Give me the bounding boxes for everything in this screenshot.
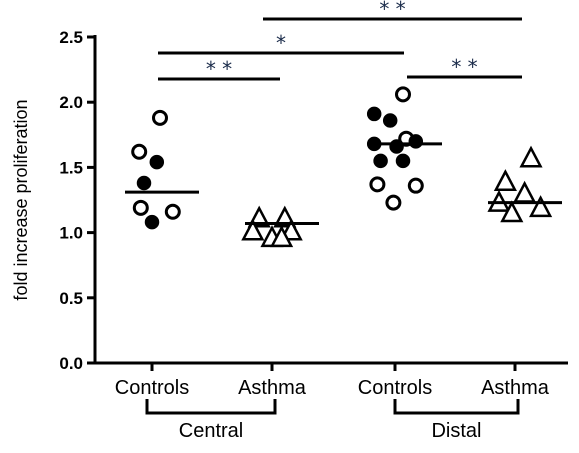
data-point-filled-circle <box>389 139 404 154</box>
data-point-open-triangle <box>493 169 517 191</box>
y-tick-label: 0.0 <box>59 354 83 373</box>
y-tick-label: 2.0 <box>59 93 83 112</box>
x-tick-label: Controls <box>115 377 189 399</box>
y-tick-label: 2.5 <box>59 28 83 47</box>
axes: 0.0 0.5 1.0 1.5 2.0 2.5 Controls Asthma Controls… <box>59 28 568 442</box>
y-tick-label: 0.5 <box>59 289 83 308</box>
data-point-open-circle <box>395 86 411 103</box>
data-point-filled-circle <box>373 153 388 169</box>
data-point-open-circle <box>131 143 148 160</box>
y-tick-label: 1.5 <box>59 158 83 177</box>
data-point-open-triangle <box>513 180 537 203</box>
data-point-filled-circle <box>149 154 165 170</box>
data-point-filled-circle <box>395 153 411 169</box>
significance-annotations: * * * * * * * <box>158 0 522 81</box>
x-tick-label: Asthma <box>238 377 307 399</box>
data-point-open-circle <box>152 109 168 126</box>
data-point-open-circle <box>369 176 386 193</box>
data-point-filled-circle <box>366 106 382 122</box>
group-bracket <box>393 399 520 415</box>
group-label: Distal <box>431 420 481 442</box>
data-point-filled-circle <box>136 175 152 191</box>
data-point-filled-circle <box>408 134 424 149</box>
y-axis-label: fold increase proliferation <box>11 99 31 300</box>
data-point-open-circle <box>164 203 181 220</box>
data-point-filled-circle <box>144 214 160 230</box>
significance-label: * <box>276 31 286 55</box>
data-point-open-triangle <box>270 225 294 248</box>
data-point-open-triangle <box>519 145 543 168</box>
y-tick-label: 1.0 <box>59 224 83 243</box>
significance-label: * * <box>206 57 232 81</box>
data-point-open-triangle <box>500 200 524 223</box>
group-label: Central <box>179 420 243 442</box>
significance-label: * * <box>379 0 405 21</box>
data-point-open-circle <box>385 194 402 211</box>
data-marks <box>125 86 562 248</box>
group-bracket <box>145 399 277 415</box>
data-point-open-circle <box>407 177 424 194</box>
data-point-open-triangle <box>241 218 265 241</box>
data-point-open-circle <box>132 199 149 216</box>
x-tick-label: Controls <box>358 377 432 399</box>
data-point-open-triangle <box>529 195 553 218</box>
data-point-filled-circle <box>382 113 398 128</box>
x-tick-label: Asthma <box>481 377 550 399</box>
significance-label: * * <box>451 55 477 79</box>
